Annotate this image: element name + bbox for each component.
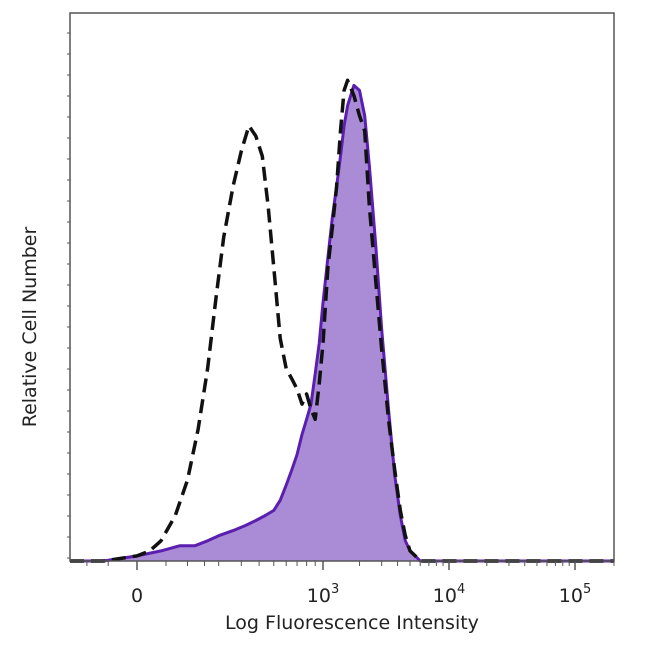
x-tick-label-exponent: 3 (331, 582, 339, 597)
x-tick-label-base: 0 (131, 585, 143, 607)
tick-label-layer: 0 103 104 105 (131, 582, 591, 607)
x-tick-label: 104 (433, 582, 465, 607)
filled-layer (70, 83, 614, 563)
series-filled-area (70, 85, 614, 562)
series-dashed-line (70, 78, 614, 563)
y-axis-title: Relative Cell Number (19, 227, 41, 428)
x-tick-label-base: 10 (559, 585, 583, 607)
x-tick-label: 103 (307, 582, 339, 607)
x-tick-label-exponent: 4 (457, 582, 465, 597)
x-tick-label-exponent: 5 (583, 582, 591, 597)
x-tick-label: 105 (559, 582, 591, 607)
x-tick-label: 0 (131, 585, 143, 607)
x-axis-title: Log Fluorescence Intensity (225, 612, 479, 634)
x-tick-label-base: 10 (307, 585, 331, 607)
plot-frame (69, 12, 615, 562)
x-tick-label-base: 10 (433, 585, 457, 607)
tick-layer (67, 32, 615, 570)
dashed-layer (70, 78, 614, 563)
